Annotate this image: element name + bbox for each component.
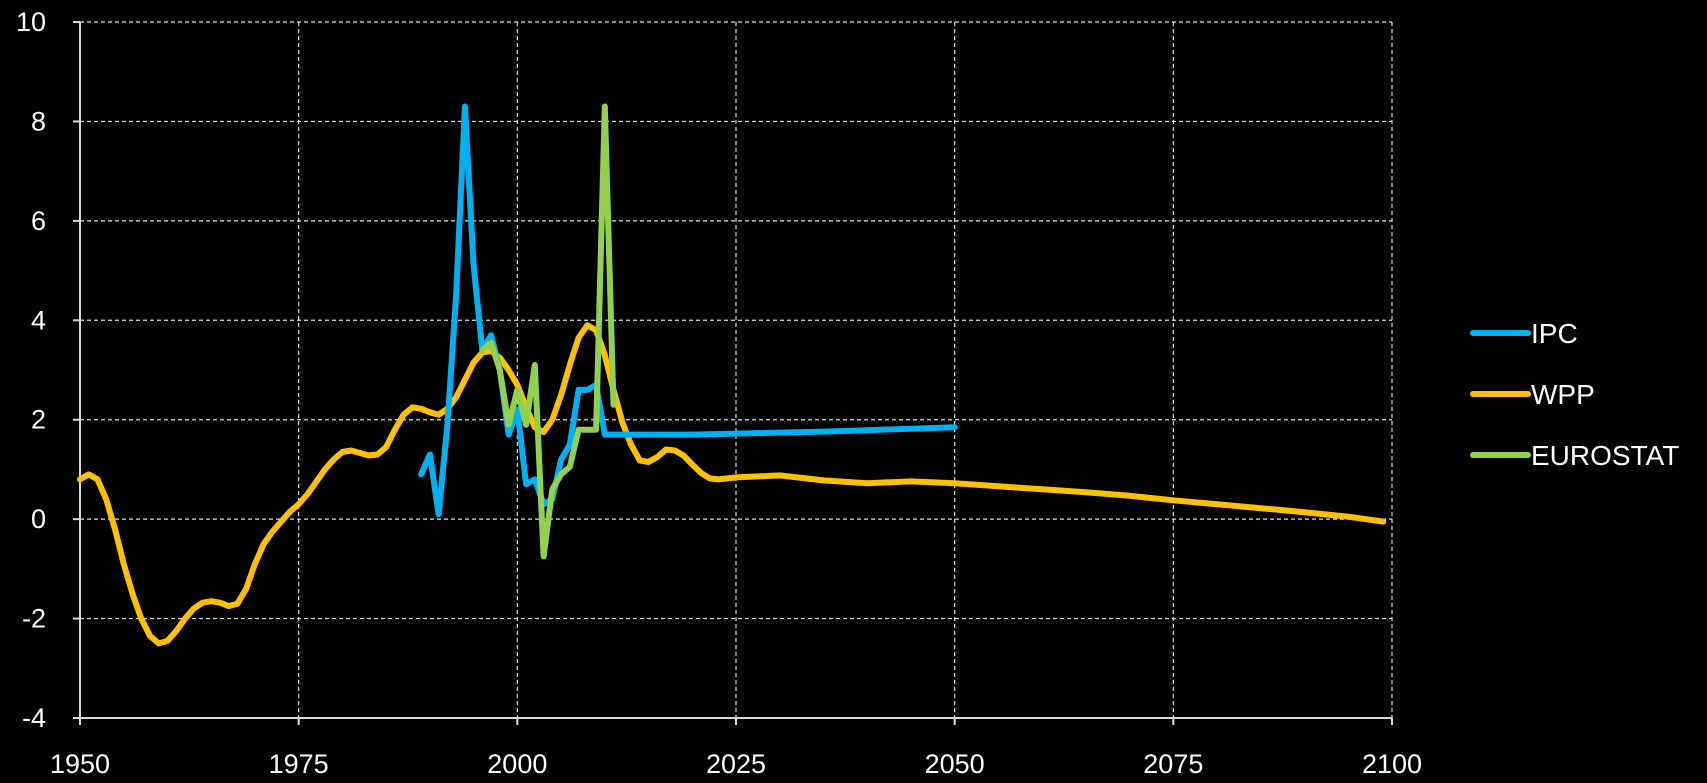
legend: IPC WPP EUROSTAT [1470, 318, 1679, 471]
legend-label-wpp: WPP [1531, 379, 1595, 410]
y-tick-label: -2 [22, 604, 46, 634]
y-tick-label: 8 [31, 106, 46, 136]
y-tick-labels: 10 8 6 4 2 0 -2 -4 [16, 7, 46, 733]
x-tick-label: 2100 [1362, 749, 1422, 779]
series-line-eurostat [479, 103, 617, 560]
y-tick-label: 2 [31, 405, 46, 435]
legend-label-eurostat: EUROSTAT [1531, 440, 1679, 471]
x-tick-label: 2050 [925, 749, 985, 779]
x-tick-label: 2075 [1143, 749, 1203, 779]
legend-label-ipc: IPC [1531, 318, 1578, 349]
x-tick-label: 1975 [269, 749, 329, 779]
x-tick-label: 1950 [50, 749, 110, 779]
x-tick-label: 2025 [706, 749, 766, 779]
grid-lines [80, 21, 1393, 718]
series-line-wpp [77, 322, 1387, 647]
y-tick-label: 6 [31, 206, 46, 236]
y-tick-label: 4 [31, 305, 46, 335]
y-tick-label: 10 [16, 7, 46, 37]
y-tick-label: 0 [31, 504, 46, 534]
x-tick-label: 2000 [487, 749, 547, 779]
y-tick-label: -4 [22, 703, 46, 733]
x-tick-labels: 1950 1975 2000 2025 2050 2075 2100 [50, 749, 1422, 779]
series-lines [77, 103, 1387, 647]
axes [73, 21, 1393, 725]
